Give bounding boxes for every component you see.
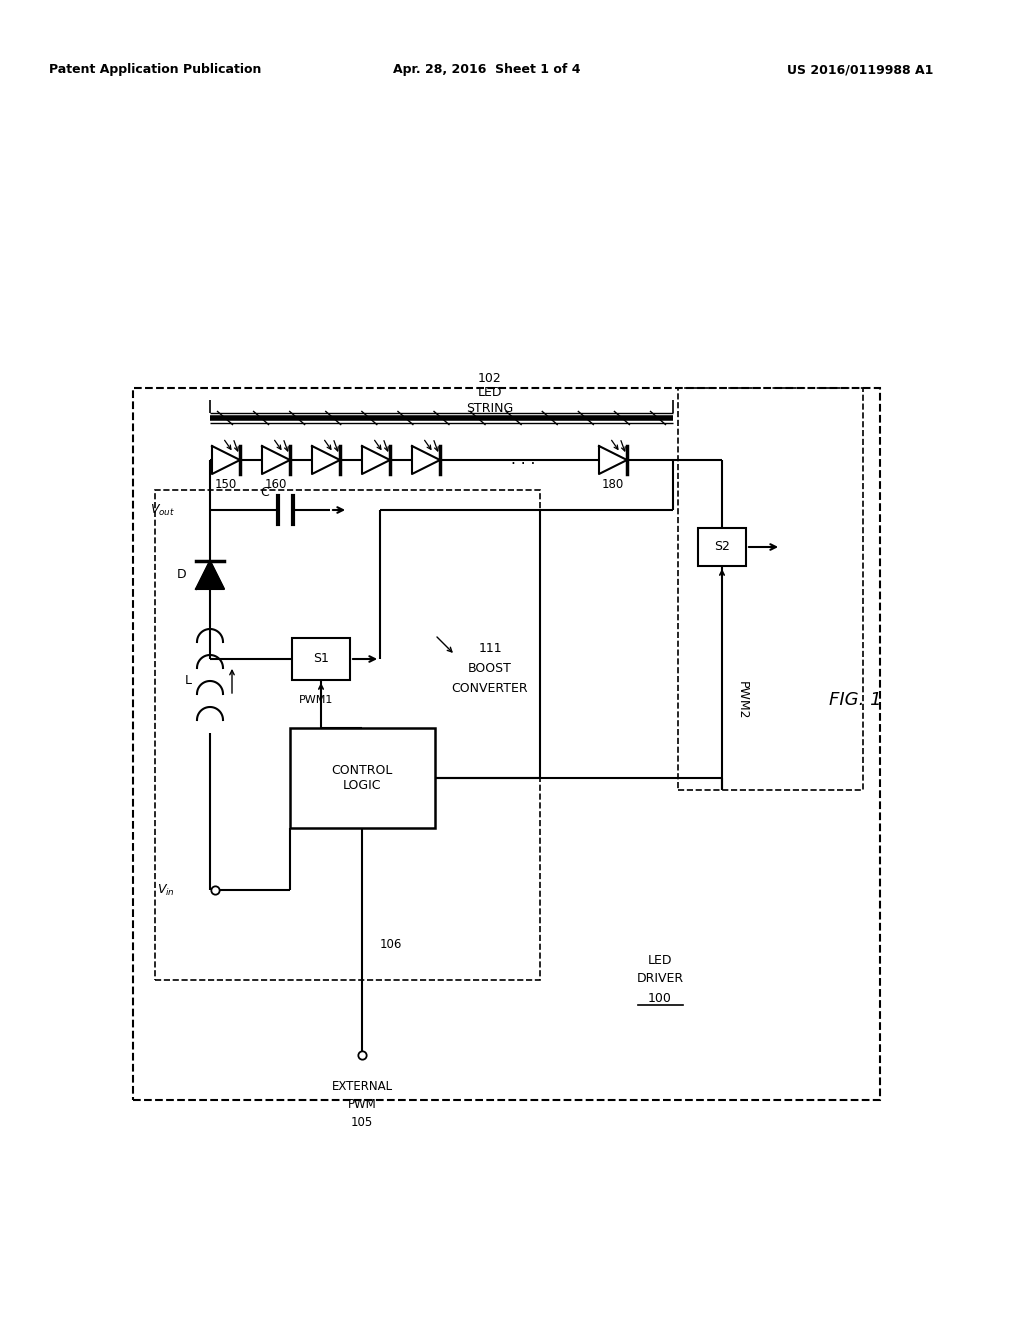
Text: 106: 106 <box>380 939 402 952</box>
Text: C: C <box>261 486 269 499</box>
Text: L: L <box>184 675 191 688</box>
Text: EXTERNAL: EXTERNAL <box>332 1081 392 1093</box>
Polygon shape <box>312 446 340 474</box>
Text: 160: 160 <box>265 479 287 491</box>
Text: . . .: . . . <box>511 453 536 467</box>
Text: Patent Application Publication: Patent Application Publication <box>49 63 261 77</box>
Text: LED: LED <box>478 387 502 400</box>
Text: LED: LED <box>648 953 672 966</box>
Bar <box>155 490 540 979</box>
Text: $V_{out}$: $V_{out}$ <box>150 503 175 517</box>
Text: STRING: STRING <box>466 401 514 414</box>
Text: 180: 180 <box>602 479 624 491</box>
Text: DRIVER: DRIVER <box>637 972 684 985</box>
Text: S1: S1 <box>313 652 329 665</box>
Polygon shape <box>196 561 224 589</box>
Polygon shape <box>262 446 290 474</box>
Bar <box>678 388 863 789</box>
Text: S2: S2 <box>714 540 730 553</box>
Text: FIG. 1: FIG. 1 <box>828 690 882 709</box>
Polygon shape <box>599 446 627 474</box>
Text: 102: 102 <box>478 371 502 384</box>
Text: CONVERTER: CONVERTER <box>452 681 528 694</box>
Text: PWM2: PWM2 <box>735 681 749 719</box>
Text: CONTROL
LOGIC: CONTROL LOGIC <box>332 764 392 792</box>
Text: 111: 111 <box>478 642 502 655</box>
Text: 150: 150 <box>215 479 238 491</box>
Polygon shape <box>362 446 390 474</box>
Polygon shape <box>412 446 440 474</box>
Text: PWM: PWM <box>347 1098 377 1111</box>
Bar <box>290 729 435 828</box>
Text: $V_{in}$: $V_{in}$ <box>157 883 175 898</box>
Text: D: D <box>177 569 186 582</box>
Polygon shape <box>212 446 240 474</box>
Text: PWM1: PWM1 <box>299 696 333 705</box>
Text: Apr. 28, 2016  Sheet 1 of 4: Apr. 28, 2016 Sheet 1 of 4 <box>393 63 581 77</box>
Text: 100: 100 <box>648 991 672 1005</box>
Text: US 2016/0119988 A1: US 2016/0119988 A1 <box>786 63 933 77</box>
Text: BOOST: BOOST <box>468 661 512 675</box>
Bar <box>698 528 746 566</box>
Bar <box>133 388 880 1100</box>
Text: 105: 105 <box>351 1117 373 1130</box>
Bar <box>292 638 350 680</box>
